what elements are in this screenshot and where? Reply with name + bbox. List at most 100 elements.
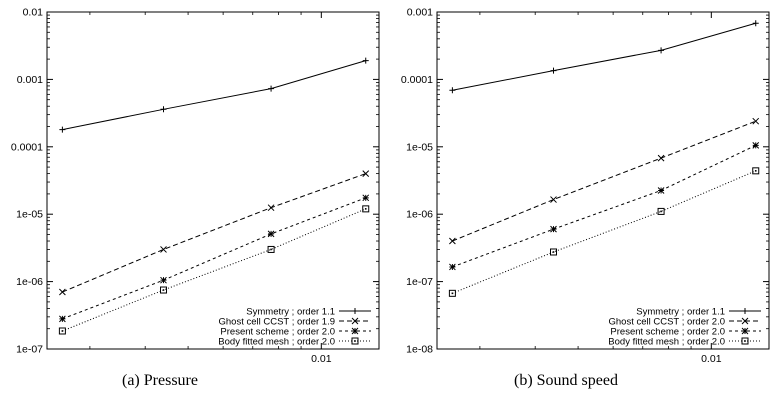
a-legend-label-3: Body fitted mesh ; order 2.0 [218, 337, 335, 348]
b-series-3-point-0 [448, 289, 456, 297]
b-y-tick-label: 1e-06 [406, 209, 433, 221]
b-series-3 [448, 167, 760, 297]
a-y-tick-label: 1e-05 [16, 209, 43, 221]
b-y-tick-label: 0.0001 [401, 74, 433, 86]
b-x-axis: 0.01 [479, 12, 722, 365]
a-series-0 [59, 57, 369, 133]
a-series-3-point-3 [362, 205, 370, 213]
a-legend-label-1: Ghost cell CCST ; order 1.9 [218, 317, 335, 328]
b-legend-marker-0 [742, 308, 748, 314]
b-y-tick-label: 0.001 [407, 7, 433, 19]
b-series-3-point-3 [752, 167, 760, 175]
a-series-0-point-0 [59, 126, 66, 133]
a-series-0-point-3 [362, 57, 369, 64]
a-series-2-point-1 [160, 276, 167, 284]
b-plot-frame [436, 11, 770, 350]
b-series-0-line [452, 22, 756, 91]
a-series-3-point-0 [58, 327, 66, 335]
a-series-3-point-0-dot [61, 330, 64, 332]
a-legend-marker-0 [352, 308, 358, 314]
b-series-1-line [452, 120, 756, 242]
a-series-3-point-2-dot [270, 248, 272, 251]
a-series-2-point-0 [59, 315, 66, 323]
a-legend-marker-2 [351, 327, 359, 335]
b-series-3-point-3-dot [754, 170, 757, 172]
a-series-2-point-3 [362, 194, 370, 202]
a-series-3-point-1 [160, 286, 168, 294]
a-series-1-point-1 [160, 246, 167, 253]
a-legend-label-0: Symmetry ; order 1.1 [246, 307, 335, 318]
b-series-3-point-2-dot [660, 210, 662, 213]
a-legend-marker-3 [351, 337, 359, 345]
b-legend-label-1: Ghost cell CCST ; order 2.0 [608, 317, 725, 328]
a-y-tick-label: 0.0001 [11, 141, 43, 153]
a-y-tick-label: 1e-06 [16, 276, 43, 288]
b-series-1-point-3 [752, 117, 760, 125]
a-x-axis: 0.01 [89, 12, 332, 365]
caption-b: (b) Sound speed [514, 372, 618, 389]
b-series-2-point-2 [657, 187, 665, 194]
b-legend-label-0: Symmetry ; order 1.1 [636, 307, 725, 318]
a-x-tick-label: 0.01 [311, 353, 332, 365]
a-series-1 [59, 170, 370, 296]
b-series-2-point-3 [752, 142, 760, 149]
a-series-2-point-2 [267, 230, 275, 238]
b-series-1-point-2 [657, 154, 665, 162]
a-series-3-point-2 [267, 245, 275, 253]
a-legend-marker-3-dot [354, 340, 356, 342]
a-series-1-line [62, 173, 366, 293]
b-legend-marker-3 [741, 337, 749, 345]
b-series-3-point-2 [657, 207, 665, 215]
b-x-tick-label: 0.01 [701, 353, 722, 365]
b-y-axis: 1e-08 1e-07 1e-06 1e-05 0.0001 0.001 [401, 7, 769, 356]
a-series-2 [59, 194, 370, 323]
b-series-3-point-1-dot [552, 251, 555, 253]
b-series-0 [449, 20, 759, 94]
a-y-tick-label: 0.01 [23, 7, 44, 19]
a-y-tick-label: 1e-07 [16, 344, 43, 356]
b-legend-marker-1 [741, 317, 749, 325]
a-series-1-point-0 [59, 288, 66, 296]
caption-a: (a) Pressure [122, 372, 198, 389]
b-series-0-point-2 [658, 47, 665, 54]
b-series-2-point-1 [550, 225, 557, 233]
b-series-1-point-1 [550, 196, 557, 203]
a-series-3-line [62, 208, 366, 332]
a-series-3-point-3-dot [364, 208, 367, 210]
b-series-0-point-1 [550, 67, 557, 74]
a-plot-frame [46, 11, 380, 350]
a-series-0-point-2 [268, 85, 275, 92]
a-series-3-point-1-dot [162, 289, 165, 291]
b-series-2-line [452, 144, 756, 268]
a-series-0-point-1 [160, 106, 167, 113]
b-y-tick-label: 1e-08 [406, 344, 433, 356]
b-legend-marker-2 [741, 327, 749, 335]
b-series-2 [449, 142, 760, 271]
b-series-0-point-0 [449, 87, 456, 94]
b-series-0-point-3 [752, 20, 759, 27]
a-series-2-line [62, 197, 366, 320]
a-series-3 [58, 205, 370, 335]
a-legend-label-2: Present scheme ; order 2.0 [220, 327, 335, 338]
b-series-1 [449, 117, 760, 245]
b-legend-marker-3-dot [744, 340, 746, 342]
a-series-1-point-3 [362, 170, 370, 177]
a-y-axis: 1e-07 1e-06 1e-05 0.0001 0.001 0.01 [11, 7, 379, 356]
b-series-2-point-0 [449, 263, 456, 271]
b-series-3-line [452, 170, 756, 294]
a-series-0-line [62, 60, 366, 131]
b-y-tick-label: 1e-05 [406, 141, 433, 153]
b-legend-label-3: Body fitted mesh ; order 2.0 [608, 337, 725, 348]
b-y-tick-label: 1e-07 [406, 276, 433, 288]
a-series-1-point-2 [267, 204, 275, 212]
b-series-3-point-1 [550, 248, 558, 256]
b-series-1-point-0 [449, 237, 456, 245]
b-series-3-point-0-dot [451, 292, 454, 295]
a-legend-marker-1 [351, 317, 359, 325]
a-y-tick-label: 0.001 [17, 74, 43, 86]
